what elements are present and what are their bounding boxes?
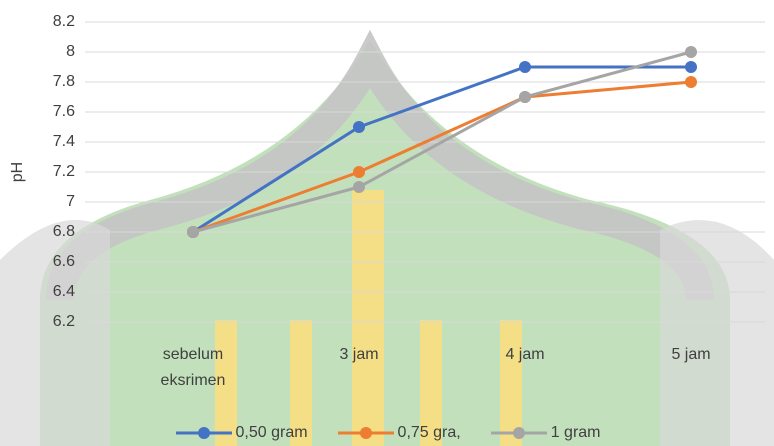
y-axis-title: pH [9, 162, 26, 182]
series-line [192, 65, 691, 234]
y-tick-label: 7 [66, 193, 75, 210]
x-tick-label: 4 jam [505, 346, 545, 363]
data-point [353, 181, 365, 193]
legend-item: 1 gram [489, 424, 601, 442]
data-point [353, 121, 365, 133]
legend-swatch [490, 427, 547, 439]
y-tick-label: 6.4 [53, 283, 75, 300]
legend-item: 0,50 gram [174, 424, 308, 442]
y-tick-label: 7.6 [53, 103, 75, 120]
y-tick-label: 8 [66, 43, 75, 60]
series-line [192, 50, 692, 234]
data-point [187, 226, 199, 238]
data-point [353, 166, 365, 178]
watermark [0, 29, 774, 446]
data-point [685, 61, 697, 73]
x-tick-label: 3 jam [339, 346, 379, 363]
legend-label: 1 gram [550, 424, 601, 441]
legend-label: 0,75 gra, [397, 424, 461, 441]
y-tick-label: 8.2 [53, 13, 75, 30]
y-tick-label: 6.8 [53, 223, 75, 240]
legend-marker [359, 427, 372, 439]
legend-swatch [337, 427, 394, 439]
data-point [685, 76, 697, 88]
y-tick-label: 7.4 [53, 133, 75, 150]
y-tick-label: 6.2 [53, 313, 75, 330]
y-tick-label: 7.2 [53, 163, 75, 180]
series-line [192, 80, 692, 234]
legend-marker [512, 427, 525, 439]
legend-marker [197, 427, 210, 439]
x-tick-label: sebelum eksrimen [160, 346, 226, 389]
legend: 0,50 gram 0,75 gra, 1 gram [0, 424, 774, 442]
legend-label: 0,50 gram [235, 424, 308, 441]
legend-item: 0,75 gra, [336, 424, 461, 442]
x-tick-label: 5 jam [671, 346, 711, 363]
data-point [685, 46, 697, 58]
y-tick-label: 6.6 [53, 253, 75, 270]
legend-swatch [175, 427, 232, 439]
data-point [519, 61, 531, 73]
data-point [519, 91, 531, 103]
y-tick-label: 7.8 [53, 73, 75, 90]
